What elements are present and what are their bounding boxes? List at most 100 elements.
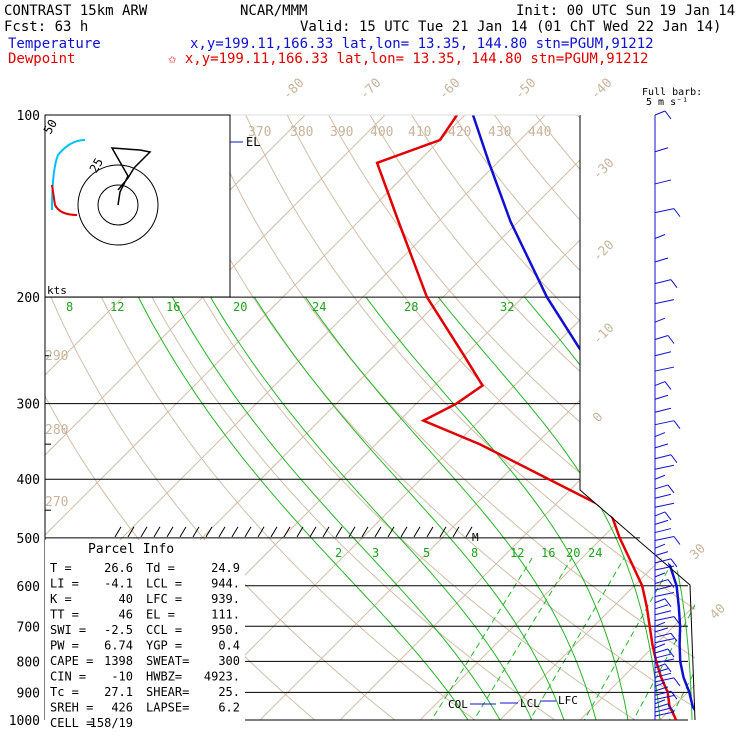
parcel-label: SWEAT=	[146, 654, 189, 668]
wind-barb	[654, 420, 675, 426]
wind-barb-flag	[664, 110, 672, 120]
wind-barb-flag	[670, 690, 678, 700]
isotherm	[45, 115, 574, 720]
freezing-hatch	[192, 526, 200, 538]
parcel-label: HWBZ=	[146, 670, 182, 684]
wind-barb-flag	[673, 677, 681, 687]
parcel-label: SWI =	[50, 623, 86, 637]
hodograph-ring	[77, 164, 159, 246]
pressure-labels: 100 200 300 400 500 600 700 800 900 1000	[9, 109, 40, 729]
moist-adiabat	[253, 296, 570, 720]
wind-barb	[654, 681, 666, 687]
wind-barb	[654, 335, 669, 340]
parcel-value: -2.5	[104, 623, 133, 637]
parcel-value: 111.	[211, 608, 240, 622]
el-label: EL	[246, 135, 260, 149]
hodograph-ring	[97, 184, 139, 226]
dry-adiabat	[314, 115, 695, 720]
isotherm	[486, 115, 695, 720]
wind-barb	[654, 653, 672, 659]
freezing-hatch	[335, 526, 343, 538]
wind-barb	[654, 643, 666, 649]
dry-adiabat-label: 270	[45, 495, 68, 510]
wind-barb-flag	[670, 633, 678, 642]
center-title: NCAR/MMM	[240, 3, 307, 19]
isotherm-label: 0	[590, 410, 606, 426]
isotherm-label: -20	[590, 238, 617, 265]
parcel-label: PW =	[50, 639, 79, 653]
wind-barb	[654, 528, 672, 534]
dry-adiabat	[72, 115, 574, 720]
forecast-hour: Fcst: 63 h	[4, 19, 88, 35]
barb-legend-unit: 5 m s⁻¹	[646, 97, 688, 108]
mixing-ratio-line	[576, 557, 676, 720]
mixing-ratio-label: 16	[541, 546, 555, 560]
pressure-label: 800	[17, 655, 40, 670]
parcel-value: 426	[111, 701, 133, 715]
parcel-value: 950.	[211, 623, 240, 637]
wind-barb	[654, 663, 666, 669]
wind-barb	[654, 464, 675, 470]
mixing-ratio-line	[662, 557, 695, 720]
moist-adiabat	[210, 296, 538, 720]
wind-barb-flag	[664, 511, 672, 521]
parcel-value: 939.	[211, 592, 240, 606]
wind-barb	[654, 317, 666, 323]
isotherm-label: -50	[512, 76, 539, 103]
freezing-hatch	[283, 526, 291, 538]
parcel-label: LI =	[50, 577, 79, 591]
wind-barb	[654, 695, 675, 701]
freezing-hatch	[231, 526, 239, 538]
freezing-hatch	[465, 526, 473, 538]
parcel-info-title: Parcel Info	[88, 542, 174, 557]
dry-adiabat-label: 380	[290, 125, 313, 140]
dry-adiabat	[273, 115, 695, 720]
dry-adiabat-label: 400	[370, 125, 393, 140]
parcel-label: LCL =	[146, 577, 182, 591]
dry-adiabat-label: 440	[528, 125, 551, 140]
dry-adiabat-label: 370	[248, 125, 271, 140]
wind-barb	[654, 690, 672, 696]
dry-adiabat	[515, 115, 695, 720]
dry-adiabat	[676, 115, 695, 720]
wind-barb	[654, 484, 669, 490]
wind-barb	[654, 208, 675, 214]
mixing-ratio-line	[423, 557, 533, 720]
wind-barb	[654, 648, 669, 654]
wind-barb	[654, 511, 666, 517]
parcel-label: K =	[50, 592, 72, 606]
wind-barb	[654, 711, 675, 717]
parcel-label: SHEAR=	[146, 685, 189, 699]
freezing-hatch	[309, 526, 317, 538]
parcel-info-box: Parcel Info T = 26.6 Td = 24.9 LI = -4.1 LCL =…	[45, 540, 245, 730]
dry-adiabat	[434, 115, 695, 720]
wind-barb-flag	[670, 558, 678, 568]
dry-adiabat	[233, 115, 695, 720]
dry-adiabat	[354, 115, 695, 720]
hodograph-ring-50: 50	[41, 117, 60, 137]
freezing-hatch	[218, 526, 226, 538]
pressure-label: 700	[17, 620, 40, 635]
wind-barb	[654, 432, 666, 438]
parcel-label: CELL =	[50, 716, 93, 730]
hodograph-trace-mid	[110, 147, 152, 206]
mixing-ratio-line	[691, 557, 695, 720]
moist-adiabat	[623, 296, 695, 720]
wind-barb-flag	[667, 648, 675, 658]
freezing-hatch	[166, 526, 174, 538]
dry-adiabat	[113, 115, 655, 720]
wind-barb	[654, 381, 666, 386]
wind-barb	[654, 407, 672, 413]
parcel-value: 300	[218, 654, 240, 668]
freezing-hatch	[374, 526, 382, 538]
dry-adiabat-label: 430	[488, 125, 511, 140]
wind-barb	[654, 454, 672, 460]
wind-barb-flag	[664, 663, 672, 673]
pressure-label: 600	[17, 580, 40, 595]
dry-adiabat-label: 290	[45, 349, 68, 364]
wind-barb-flag	[673, 208, 681, 217]
isotherm-label: -30	[590, 156, 617, 183]
wind-barb-flag	[664, 381, 672, 390]
